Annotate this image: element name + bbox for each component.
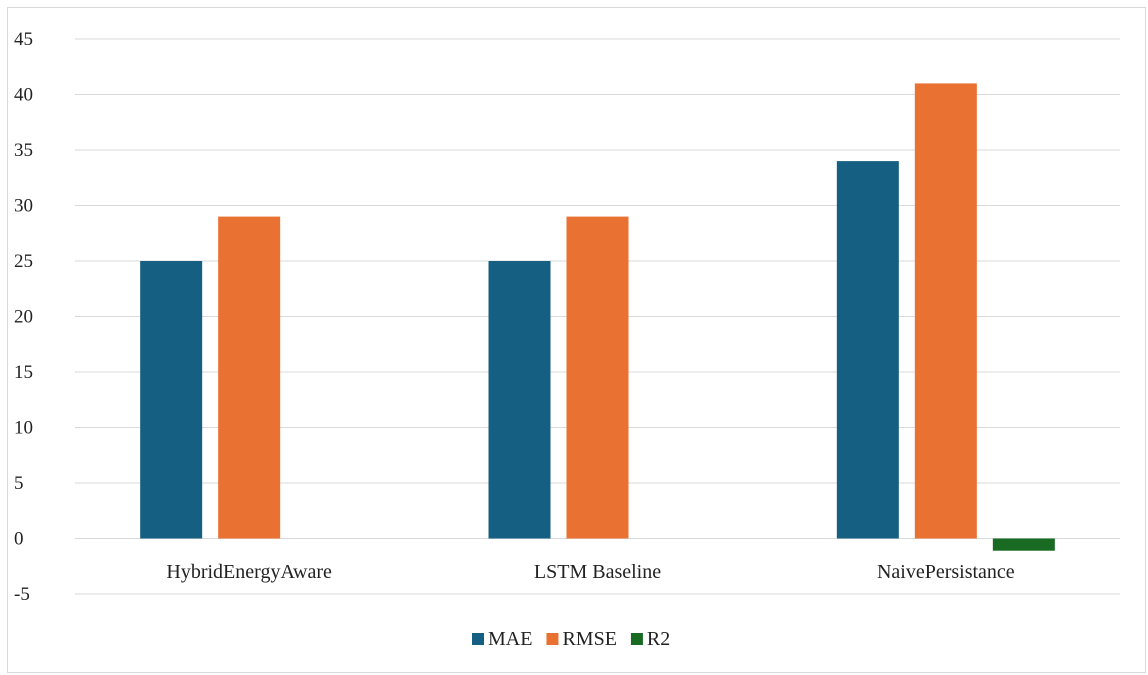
bar-mae-0 [140, 261, 203, 539]
y-tick-label: 40 [14, 85, 33, 106]
bar-rmse-0 [218, 216, 281, 539]
legend-label-r2: R2 [647, 628, 670, 650]
y-tick-label: 30 [14, 196, 33, 217]
legend-swatch-rmse [546, 633, 559, 645]
y-tick-label: 5 [14, 473, 24, 494]
bar-mae-2 [836, 161, 899, 539]
bar-rmse-2 [914, 83, 977, 539]
y-tick-label: 35 [14, 140, 33, 161]
y-axis-tick-labels: 45 40 35 30 25 20 15 10 5 0 -5 [14, 29, 33, 605]
bars [140, 83, 1055, 551]
x-category-label: NaivePersistance [877, 561, 1015, 583]
y-tick-label: 15 [14, 362, 33, 383]
x-category-label: HybridEnergyAware [166, 561, 332, 583]
y-tick-label: 10 [14, 418, 33, 439]
y-tick-label: 0 [14, 529, 24, 550]
y-tick-label: -5 [14, 584, 30, 605]
bar-r2-2 [992, 538, 1055, 551]
legend: MAE RMSE R2 [472, 628, 670, 650]
y-tick-label: 45 [14, 29, 33, 50]
legend-swatch-mae [472, 633, 484, 645]
x-category-label: LSTM Baseline [534, 561, 661, 583]
y-tick-label: 20 [14, 307, 33, 328]
legend-label-mae: MAE [488, 628, 532, 650]
bar-rmse-1 [566, 216, 629, 539]
x-axis-category-labels: HybridEnergyAware LSTM Baseline NaivePersi… [166, 561, 1014, 583]
legend-label-rmse: RMSE [562, 628, 616, 650]
legend-swatch-r2 [630, 633, 643, 645]
bar-mae-1 [488, 261, 551, 539]
y-tick-label: 25 [14, 251, 33, 272]
